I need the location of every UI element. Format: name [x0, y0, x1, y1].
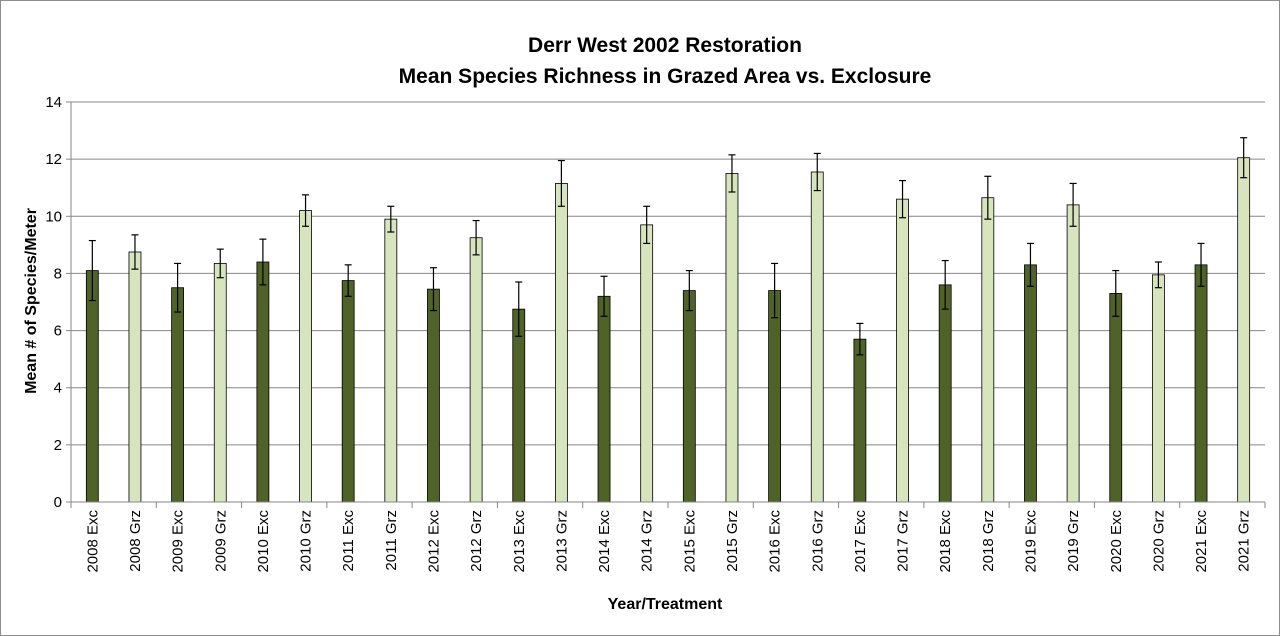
- x-tick-label: 2020 Exc: [1108, 510, 1125, 573]
- y-tick-label: 10: [45, 208, 62, 225]
- x-tick-label: 2014 Grz: [639, 510, 656, 572]
- bar-2014-exc: [597, 295, 611, 503]
- x-tick-label: 2015 Grz: [724, 510, 741, 572]
- bar-2008-exc: [85, 270, 99, 503]
- x-tick-label: 2019 Grz: [1065, 510, 1082, 572]
- x-tick-label: 2013 Grz: [553, 510, 570, 572]
- chart-title: Derr West 2002 Restoration: [528, 34, 802, 57]
- bar-2018-exc: [938, 284, 952, 503]
- bar-2014-grz: [640, 224, 654, 503]
- bar-2010-exc: [256, 261, 270, 503]
- x-tick-label: 2016 Exc: [767, 510, 784, 573]
- bar-2011-grz: [384, 218, 398, 503]
- bar-2016-grz: [810, 171, 824, 503]
- x-tick-label: 2016 Grz: [809, 510, 826, 572]
- x-tick-label: 2010 Exc: [255, 510, 272, 573]
- bar-2021-exc: [1194, 264, 1208, 503]
- x-tick-label: 2012 Exc: [425, 510, 442, 573]
- y-tick-label: 2: [54, 437, 62, 454]
- chart-subtitle: Mean Species Richness in Grazed Area vs.…: [399, 65, 932, 88]
- x-tick-label: 2021 Exc: [1193, 510, 1210, 573]
- bar-2017-exc: [853, 338, 867, 503]
- x-tick-label: 2018 Grz: [980, 510, 997, 572]
- bars: [85, 157, 1251, 503]
- bar-2013-grz: [554, 183, 568, 503]
- bar-2019-grz: [1066, 204, 1080, 503]
- bar-2008-grz: [128, 251, 142, 503]
- bar-2010-grz: [299, 210, 312, 503]
- bar-2013-exc: [512, 308, 526, 503]
- y-axis-ticks: 0 2 4 6 8 10 12 14: [45, 94, 71, 511]
- bar-2009-grz: [213, 263, 227, 503]
- x-tick-label: 2012 Grz: [468, 510, 485, 572]
- x-tick-label: 2008 Exc: [84, 510, 101, 573]
- x-axis-labels: 2008 Exc 2008 Grz 2009 Exc 2009 Grz 2010 Exc…: [84, 510, 1252, 573]
- x-tick-label: 2014 Exc: [596, 510, 613, 573]
- x-tick-label: 2008 Grz: [127, 510, 144, 572]
- bar-2018-grz: [981, 197, 995, 503]
- bar-2020-exc: [1109, 293, 1123, 503]
- bar-2012-exc: [427, 288, 440, 503]
- x-tick-label: 2017 Exc: [852, 510, 869, 573]
- x-tick-label: 2009 Exc: [170, 510, 187, 573]
- x-tick-label: 2020 Grz: [1150, 510, 1167, 572]
- x-tick-label: 2018 Exc: [937, 510, 954, 573]
- bar-2017-grz: [896, 198, 909, 503]
- y-tick-label: 4: [54, 380, 62, 397]
- bar-2012-grz: [469, 237, 483, 503]
- x-tick-label: 2021 Grz: [1236, 510, 1253, 572]
- bar-2019-exc: [1024, 264, 1037, 503]
- bar-2016-exc: [768, 290, 782, 503]
- y-tick-label: 8: [54, 265, 62, 282]
- x-tick-label: 2009 Grz: [212, 510, 229, 572]
- gridlines: [71, 101, 1265, 446]
- x-tick-label: 2017 Grz: [895, 510, 912, 572]
- y-tick-label: 12: [45, 151, 62, 168]
- bar-2015-exc: [682, 290, 696, 503]
- x-tick-label: 2011 Grz: [383, 510, 400, 571]
- x-tick-label: 2013 Exc: [511, 510, 528, 573]
- y-tick-label: 6: [54, 323, 62, 340]
- y-tick-label: 0: [54, 494, 62, 511]
- bar-2009-exc: [171, 287, 185, 503]
- x-tick-label: 2010 Grz: [298, 510, 315, 572]
- x-tick-label: 2015 Exc: [681, 510, 698, 573]
- x-tick-label: 2011 Exc: [340, 510, 357, 572]
- x-axis-title: Year/Treatment: [608, 596, 723, 613]
- error-bars: [88, 137, 1248, 356]
- bar-2015-grz: [725, 173, 739, 503]
- axes: [70, 102, 1266, 508]
- y-axis-title: Mean # of Species/Meter: [23, 208, 40, 394]
- bar-2021-grz: [1237, 157, 1251, 503]
- y-tick-label: 14: [45, 94, 62, 111]
- bar-2020-grz: [1151, 274, 1165, 503]
- bar-2011-exc: [341, 280, 355, 503]
- x-tick-label: 2019 Exc: [1022, 510, 1039, 573]
